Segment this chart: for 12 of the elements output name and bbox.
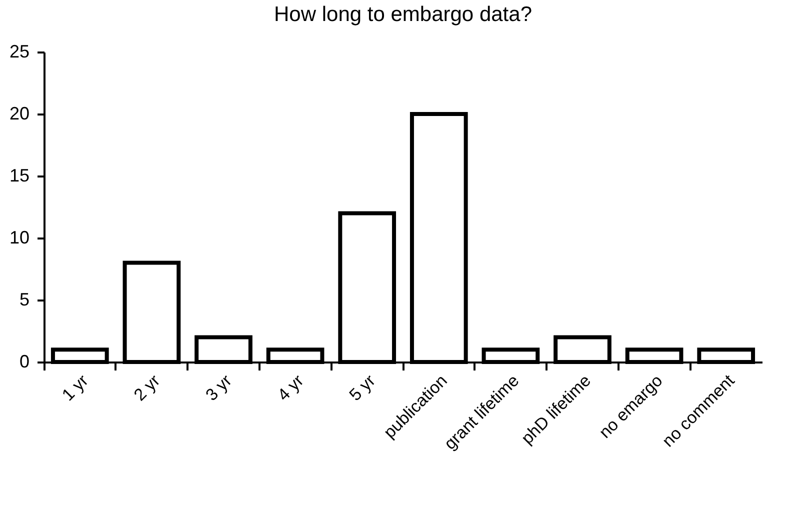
x-tick-label: 2 yr — [130, 370, 164, 405]
y-tick-label: 5 — [19, 290, 30, 310]
x-tick-label: 3 yr — [202, 370, 236, 405]
chart-title: How long to embargo data? — [274, 3, 532, 26]
y-tick-label: 20 — [9, 104, 30, 124]
y-tick-label: 25 — [9, 42, 30, 62]
y-tick-label: 0 — [19, 352, 30, 372]
x-tick-label: 4 yr — [274, 370, 308, 405]
y-tick-label: 10 — [9, 228, 30, 248]
x-tick-label: 1 yr — [58, 370, 92, 405]
y-tick-label: 15 — [9, 166, 30, 186]
x-tick-label: 5 yr — [346, 370, 380, 405]
